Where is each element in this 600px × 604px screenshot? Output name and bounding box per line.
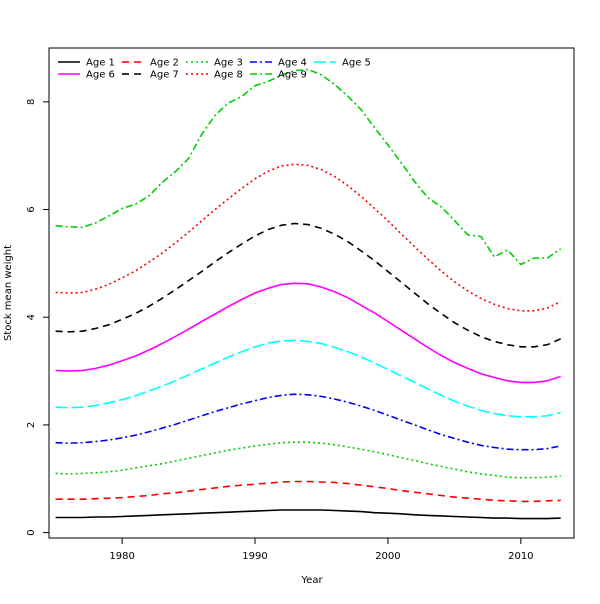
x-tick-label: 2000 — [375, 551, 400, 562]
x-tick-label: 2010 — [508, 551, 533, 562]
legend-label: Age 1 — [86, 58, 115, 69]
series-line-8 — [55, 163, 562, 312]
y-tick-label: 6 — [26, 206, 37, 212]
series-line-9 — [55, 68, 562, 266]
x-tick-label: 1990 — [242, 551, 267, 562]
y-tick-label: 4 — [26, 314, 37, 320]
series-line-5 — [55, 339, 561, 418]
legend: Age 1 Age 2 Age 3 Age 4 Age 5 Age 6 Age 7 Age 8… — [58, 58, 371, 81]
legend-label: Age 7 — [150, 70, 179, 81]
legend-label: Age 2 — [150, 58, 179, 69]
series-line-2 — [55, 480, 561, 503]
legend-label: Age 9 — [278, 70, 307, 81]
legend-label: Age 4 — [278, 58, 307, 69]
series-line-3 — [55, 441, 561, 479]
series-line-4 — [55, 393, 561, 451]
x-axis-label: Year — [300, 575, 323, 586]
y-tick-label: 0 — [26, 529, 37, 535]
series-lines — [55, 68, 562, 520]
plot-frame — [48, 47, 575, 539]
y-tick-label: 2 — [26, 422, 37, 428]
series-line-1 — [55, 509, 561, 520]
y-axis: 0 2 4 6 8 — [26, 99, 49, 536]
y-tick-label: 8 — [26, 99, 37, 105]
x-tick-label: 1980 — [109, 551, 134, 562]
series-line-7 — [55, 222, 562, 348]
series-line-6 — [55, 282, 561, 384]
legend-label: Age 5 — [342, 58, 371, 69]
legend-label: Age 8 — [214, 70, 243, 81]
legend-label: Age 6 — [86, 70, 115, 81]
y-axis-label: Stock mean weight — [3, 245, 14, 341]
legend-label: Age 3 — [214, 58, 243, 69]
x-axis: 1980 1990 2000 2010 — [109, 538, 534, 562]
